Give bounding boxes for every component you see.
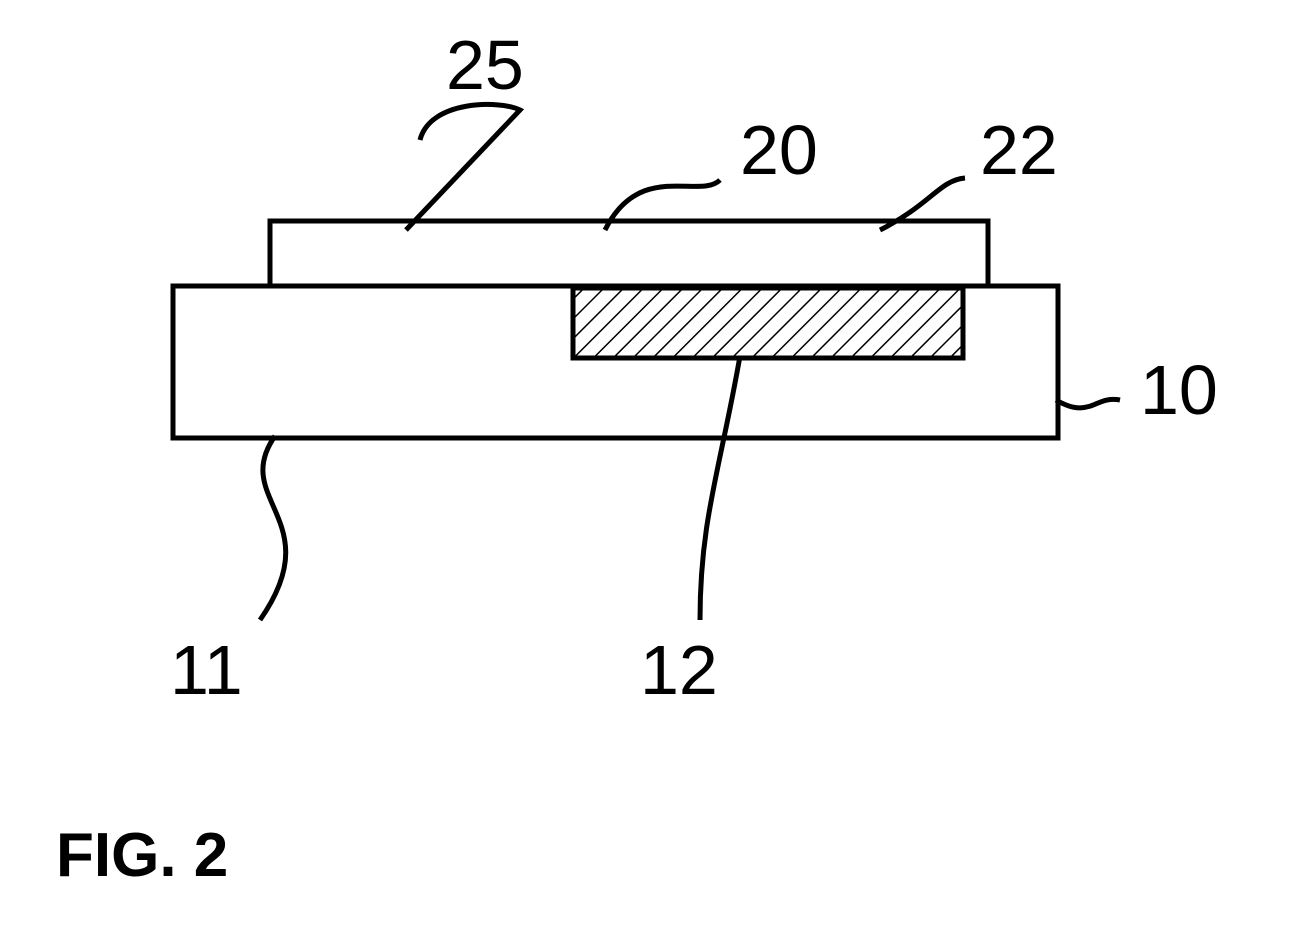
label-11: 11 — [170, 630, 243, 710]
label-25: 25 — [446, 25, 524, 105]
label-12: 12 — [640, 630, 718, 710]
hatched-rect — [573, 288, 963, 358]
label-10: 10 — [1140, 350, 1218, 430]
figure-caption: FIG. 2 — [56, 820, 228, 891]
upper-rect — [270, 221, 988, 286]
diagram-svg — [0, 0, 1292, 948]
leader-25 — [406, 104, 520, 230]
leader-11 — [260, 436, 286, 620]
label-22: 22 — [980, 110, 1058, 190]
leader-10 — [1056, 399, 1120, 408]
diagram-canvas: 25 20 22 10 11 12 FIG. 2 — [0, 0, 1292, 948]
label-20: 20 — [740, 110, 818, 190]
